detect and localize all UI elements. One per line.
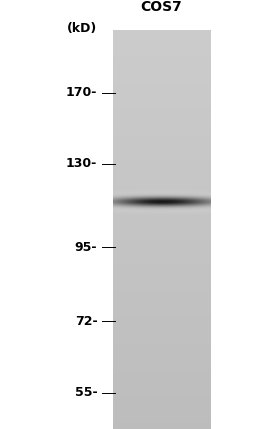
Text: 95-: 95- bbox=[75, 241, 97, 254]
Text: COS7: COS7 bbox=[140, 0, 182, 14]
Text: 55-: 55- bbox=[75, 386, 97, 399]
Text: (kD): (kD) bbox=[67, 22, 97, 35]
Text: 170-: 170- bbox=[66, 86, 97, 99]
Text: 72-: 72- bbox=[75, 314, 97, 328]
Text: 130-: 130- bbox=[66, 157, 97, 170]
